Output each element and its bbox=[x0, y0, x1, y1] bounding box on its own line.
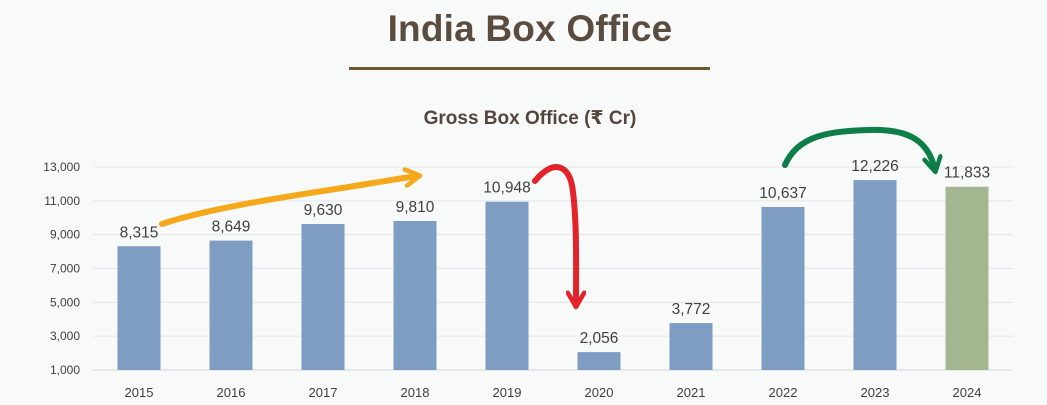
x-tick-label-2023: 2023 bbox=[861, 385, 890, 400]
title-underline bbox=[349, 67, 710, 70]
bar-2024 bbox=[945, 186, 989, 370]
y-tick-label: 9,000 bbox=[50, 228, 80, 242]
bar-2021 bbox=[669, 323, 713, 370]
data-label-2023: 12,226 bbox=[851, 158, 898, 175]
bar-2018 bbox=[393, 220, 437, 370]
labels: 1,000 3,000 5,000 7,000 9,000 11,000 13,000 8,3… bbox=[43, 158, 990, 400]
bar-2017 bbox=[301, 224, 345, 370]
data-label-2021: 3,772 bbox=[672, 301, 711, 318]
drop-arrow-red bbox=[532, 164, 576, 305]
data-label-2024: 11,833 bbox=[944, 165, 990, 182]
annotations bbox=[159, 126, 935, 305]
y-tick-label: 13,000 bbox=[43, 160, 80, 174]
data-label-2018: 9,810 bbox=[396, 199, 435, 216]
data-label-2020: 2,056 bbox=[580, 330, 619, 347]
y-tick-label: 1,000 bbox=[50, 363, 80, 377]
x-tick-label-2017: 2017 bbox=[309, 385, 338, 400]
bars bbox=[117, 180, 989, 370]
x-tick-label-2021: 2021 bbox=[677, 385, 706, 400]
x-tick-label-2020: 2020 bbox=[585, 385, 614, 400]
y-tick-label: 7,000 bbox=[50, 262, 80, 276]
bar-2015 bbox=[117, 246, 161, 370]
data-label-2019: 10,948 bbox=[483, 180, 530, 197]
chart-title: Gross Box Office (₹ Cr) bbox=[423, 108, 637, 129]
x-tick-label-2015: 2015 bbox=[125, 385, 154, 400]
x-tick-label-2019: 2019 bbox=[493, 385, 522, 400]
data-label-2016: 8,649 bbox=[212, 219, 251, 236]
growth-arrow-orange bbox=[159, 176, 418, 227]
data-label-2015: 8,315 bbox=[120, 224, 159, 241]
bar-2023 bbox=[853, 180, 897, 370]
y-tick-label: 3,000 bbox=[50, 329, 80, 343]
data-label-2022: 10,637 bbox=[759, 185, 806, 202]
x-tick-label-2018: 2018 bbox=[401, 385, 430, 400]
bar-2022 bbox=[761, 206, 805, 370]
bar-2020 bbox=[577, 352, 621, 370]
y-tick-label: 5,000 bbox=[50, 295, 80, 309]
bar-2016 bbox=[209, 240, 253, 370]
page-title: India Box Office bbox=[387, 8, 673, 49]
recovery-arrow-green bbox=[782, 126, 935, 170]
x-tick-label-2016: 2016 bbox=[217, 385, 246, 400]
data-label-2017: 9,630 bbox=[304, 202, 343, 219]
x-tick-label-2024: 2024 bbox=[953, 385, 982, 400]
y-tick-label: 11,000 bbox=[44, 194, 80, 208]
bar-2019 bbox=[485, 201, 529, 370]
x-tick-label-2022: 2022 bbox=[769, 385, 798, 400]
